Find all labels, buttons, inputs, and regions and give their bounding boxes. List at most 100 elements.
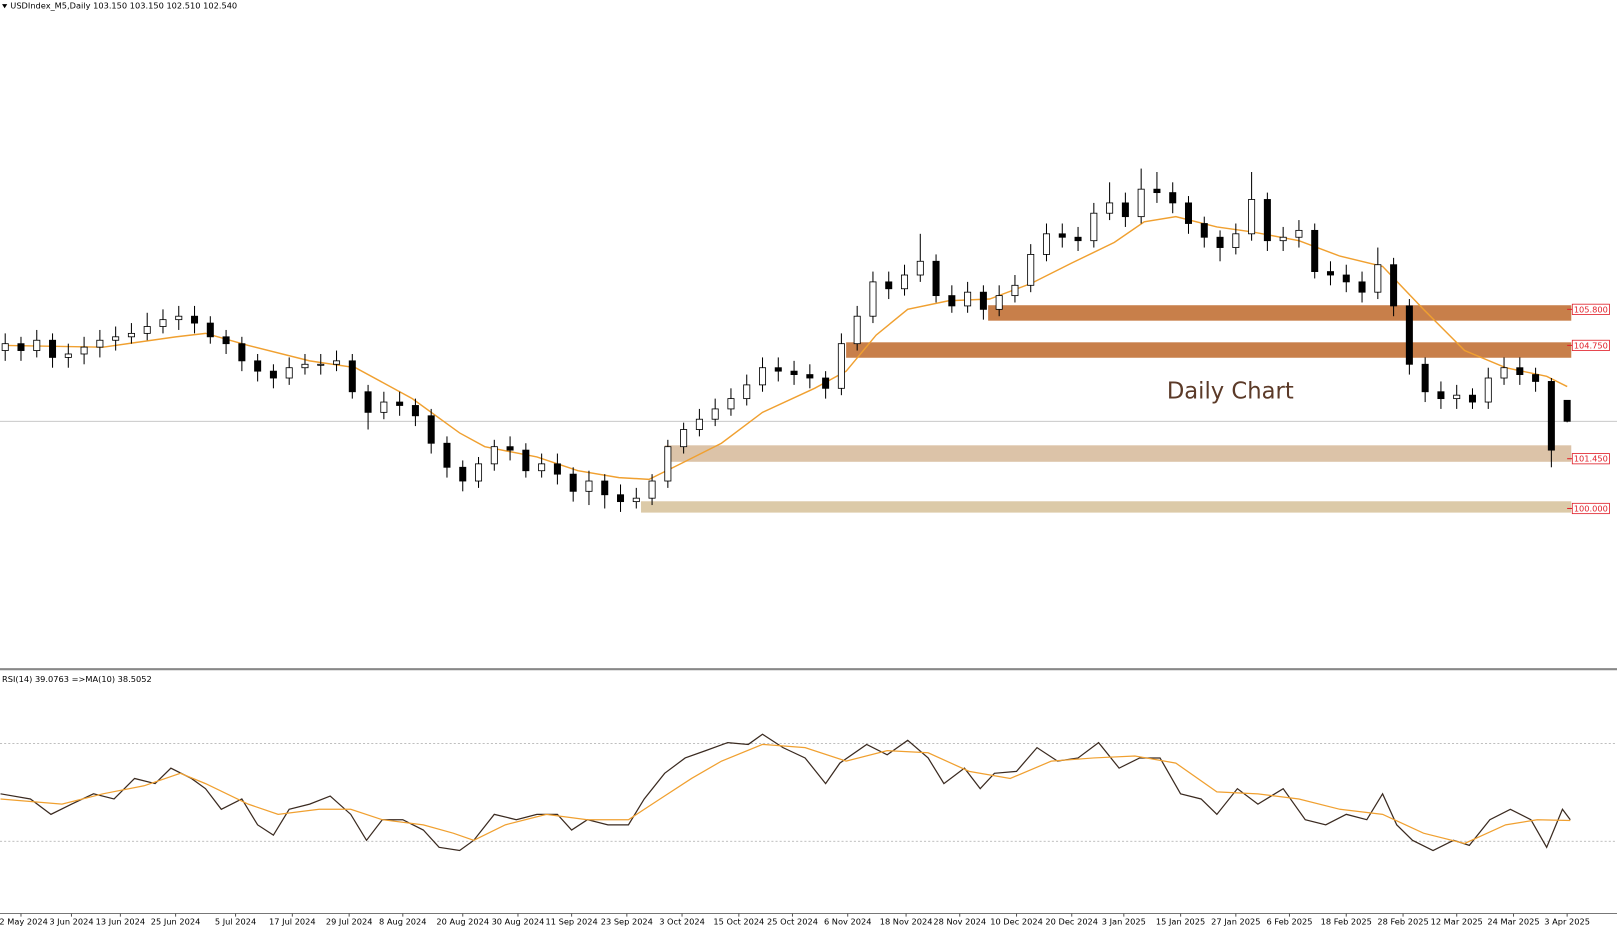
candle-body bbox=[64, 353, 72, 358]
candle-body bbox=[175, 315, 183, 321]
candle-body bbox=[632, 497, 640, 503]
zone-label: 105.800 bbox=[1574, 304, 1608, 314]
annotation: Daily Chart bbox=[1167, 378, 1294, 404]
candle-body bbox=[948, 295, 956, 307]
x-tick-label: 13 Jun 2024 bbox=[96, 916, 146, 926]
candle-body bbox=[1405, 305, 1413, 365]
candle-body bbox=[1390, 264, 1398, 307]
candle-body bbox=[916, 260, 924, 276]
candle-body bbox=[617, 494, 625, 503]
x-tick-label: 3 Oct 2024 bbox=[659, 916, 705, 926]
x-tick-label: 3 Apr 2025 bbox=[1544, 916, 1590, 926]
candle-body bbox=[995, 295, 1003, 310]
x-tick-label: 22 May 2024 bbox=[0, 916, 48, 926]
x-tick-label: 17 Jul 2024 bbox=[269, 916, 316, 926]
x-tick-label: 3 Jun 2024 bbox=[49, 916, 93, 926]
candle-body bbox=[427, 415, 435, 444]
rsi-line bbox=[0, 733, 1571, 852]
rsi-line bbox=[0, 743, 1571, 845]
candle-body bbox=[1232, 233, 1240, 248]
candle-body bbox=[711, 408, 719, 420]
candle-body bbox=[348, 360, 356, 393]
candle-body bbox=[601, 480, 609, 496]
candle-body bbox=[1342, 274, 1350, 283]
candle-body bbox=[1374, 264, 1382, 293]
candle-body bbox=[759, 367, 767, 386]
candle-body bbox=[1358, 281, 1366, 293]
candle-body bbox=[1169, 192, 1177, 204]
candle-body bbox=[1027, 254, 1035, 286]
zone-label: 104.750 bbox=[1574, 340, 1608, 350]
rsi-title: RSI(14) 39.0763 =>MA(10) 38.5052 bbox=[2, 674, 152, 684]
zone-label: 100.000 bbox=[1574, 504, 1608, 514]
x-tick-label: 30 Aug 2024 bbox=[492, 916, 545, 926]
x-tick-label: 24 Mar 2025 bbox=[1487, 916, 1539, 926]
candle-body bbox=[1547, 381, 1555, 451]
chart-title: USDIndex_M5,Daily 103.150 103.150 102.51… bbox=[10, 1, 237, 11]
candle-body bbox=[743, 384, 751, 400]
candle-body bbox=[790, 370, 798, 375]
candle-body bbox=[1468, 394, 1476, 403]
candle-body bbox=[1532, 374, 1540, 382]
x-tick-label: 3 Jan 2025 bbox=[1102, 916, 1146, 926]
candle-body bbox=[33, 339, 41, 351]
candle-body bbox=[459, 466, 467, 482]
candle-body bbox=[837, 343, 845, 389]
x-tick-label: 28 Feb 2025 bbox=[1377, 916, 1428, 926]
zone-label-box bbox=[1571, 453, 1610, 465]
candle-body bbox=[96, 339, 104, 348]
candle-body bbox=[49, 339, 57, 358]
candle-body bbox=[206, 322, 214, 338]
candle-body bbox=[1090, 212, 1098, 242]
candle-body bbox=[1184, 202, 1192, 224]
candle-body bbox=[900, 274, 909, 290]
candle-body bbox=[1153, 188, 1161, 194]
candle-body bbox=[364, 391, 372, 413]
zone-label-box bbox=[1571, 339, 1610, 351]
candle-body bbox=[538, 463, 546, 472]
candle-body bbox=[17, 343, 25, 351]
zone bbox=[846, 342, 1572, 358]
moving-average bbox=[5, 215, 1568, 481]
zone bbox=[664, 445, 1572, 462]
candle-body bbox=[112, 336, 120, 341]
candle-body bbox=[1421, 363, 1429, 393]
candle-body bbox=[238, 343, 246, 362]
zone-label: 101.450 bbox=[1574, 454, 1608, 464]
candle-body bbox=[522, 449, 530, 472]
candle-body bbox=[333, 360, 341, 365]
candle-body bbox=[1121, 202, 1129, 218]
candle-body bbox=[806, 374, 814, 379]
candle-body bbox=[490, 446, 498, 465]
candle-body bbox=[1311, 229, 1319, 272]
zone bbox=[641, 501, 1572, 513]
candle-body bbox=[964, 291, 972, 307]
candle-body bbox=[1279, 236, 1287, 242]
candle-body bbox=[822, 377, 830, 389]
candle-body bbox=[254, 360, 262, 372]
x-tick-label: 15 Jan 2025 bbox=[1156, 916, 1205, 926]
candle-body bbox=[1074, 236, 1082, 242]
x-tick-label: 18 Feb 2025 bbox=[1321, 916, 1372, 926]
candle-body bbox=[80, 346, 88, 355]
candle-body bbox=[443, 442, 451, 468]
candle-body bbox=[664, 446, 672, 482]
candle-body bbox=[869, 281, 877, 317]
candle-body bbox=[695, 418, 703, 430]
menu-arrow bbox=[2, 4, 8, 9]
candle-body bbox=[285, 367, 293, 379]
candle-body bbox=[269, 370, 277, 379]
candle-body bbox=[569, 473, 577, 492]
candle-body bbox=[1248, 199, 1256, 235]
x-tick-label: 20 Aug 2024 bbox=[436, 916, 489, 926]
candle-body bbox=[1437, 391, 1445, 400]
candle-body bbox=[1326, 271, 1334, 276]
x-tick-label: 6 Nov 2024 bbox=[824, 916, 872, 926]
candle-body bbox=[411, 405, 419, 417]
candle-body bbox=[301, 363, 309, 369]
candle-body bbox=[648, 480, 656, 499]
candle-body bbox=[1106, 202, 1114, 214]
x-tick-label: 25 Jun 2024 bbox=[151, 916, 201, 926]
